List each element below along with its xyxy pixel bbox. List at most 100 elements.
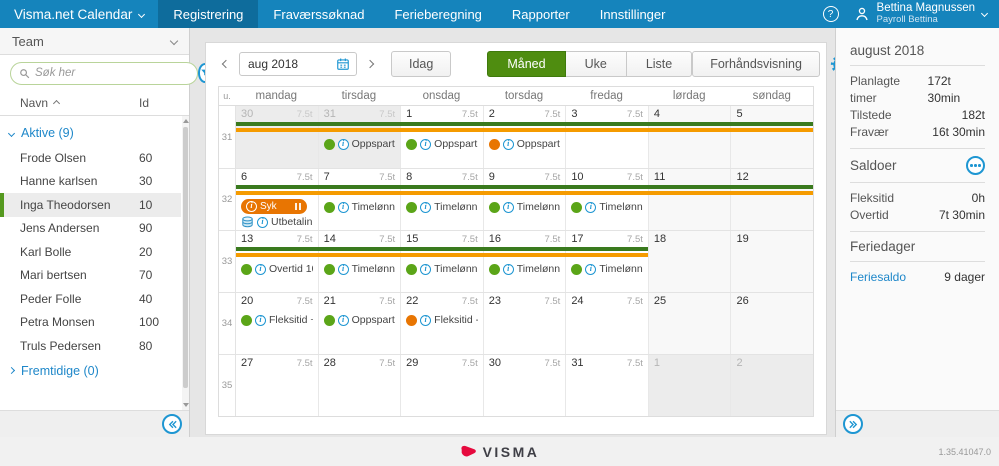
day-cell-8[interactable]: 8 7.5t i Timelønn [400, 169, 483, 230]
calendar-event[interactable]: i Fleksitid + [241, 312, 313, 328]
date-input[interactable] [240, 57, 336, 71]
saldoer-more-button[interactable] [966, 156, 985, 175]
member-row-frode-olsen[interactable]: Frode Olsen 60 [0, 146, 181, 170]
day-cell-18[interactable]: 18 [647, 231, 731, 292]
member-row-inga-theodorsen[interactable]: Inga Theodorsen 10 [0, 193, 181, 217]
member-row-karl-bolle[interactable]: Karl Bolle 20 [0, 240, 181, 264]
search-input[interactable] [35, 67, 189, 79]
day-cell-9[interactable]: 9 7.5t i Timelønn [482, 169, 566, 230]
today-button[interactable]: Idag [391, 51, 452, 77]
stat-value: 182t [961, 108, 985, 122]
day-cell-30[interactable]: 30 7.5t [482, 355, 566, 416]
nav-tab-innstillinger[interactable]: Innstillinger [599, 6, 666, 22]
nav-tab-rapporter[interactable]: Rapporter [511, 6, 570, 22]
absence-pill-event[interactable]: i Syk [241, 199, 307, 214]
day-cell-2[interactable]: 2 [730, 355, 814, 416]
nav-tab-registrering[interactable]: Registrering [158, 0, 259, 28]
day-cell-31[interactable]: 31 7.5t [565, 355, 648, 416]
day-cell-15[interactable]: 15 7.5t i Timelønn [400, 231, 483, 292]
scrollbar-thumb[interactable] [183, 127, 188, 388]
calendar-event[interactable]: i Timelønn [323, 261, 396, 277]
sort-asc-icon [52, 99, 61, 107]
day-cell-1[interactable]: 1 [647, 355, 731, 416]
day-cell-20[interactable]: 20 7.5t i Fleksitid + [236, 293, 318, 354]
calendar-event[interactable]: i Timelønn [323, 199, 396, 215]
view-m-ned-button[interactable]: Måned [487, 51, 566, 77]
status-dot-orange [488, 138, 500, 150]
top-nav: Visma.net Calendar Registrering Fraværssø… [0, 0, 999, 28]
team-selector[interactable]: Team [0, 28, 189, 55]
sidebar-scrollbar[interactable] [182, 116, 189, 410]
planned-hours: 7.5t [627, 296, 643, 307]
day-cell-30[interactable]: 30 7.5t [236, 106, 318, 168]
member-row-mari-bertsen[interactable]: Mari bertsen 70 [0, 264, 181, 288]
preview-button[interactable]: Forhåndsvisning [692, 51, 820, 77]
day-cell-3[interactable]: 3 7.5t [565, 106, 648, 168]
day-cell-23[interactable]: 23 7.5t [482, 293, 566, 354]
next-month-button[interactable] [362, 56, 378, 72]
scroll-up-icon[interactable] [182, 119, 189, 123]
calendar-event[interactable]: i Timelønn [488, 261, 561, 277]
collapse-sidebar-button[interactable] [162, 414, 182, 434]
day-cell-28[interactable]: 28 7.5t [317, 355, 401, 416]
visma-logo-text: VISMA [482, 443, 540, 460]
day-cell-5[interactable]: 5 [730, 106, 814, 168]
column-name-header[interactable]: Navn [20, 96, 49, 110]
day-cell-25[interactable]: 25 [647, 293, 731, 354]
member-row-hanne-karlsen[interactable]: Hanne karlsen 30 [0, 170, 181, 194]
member-row-truls-pedersen[interactable]: Truls Pedersen 80 [0, 334, 181, 358]
column-id-header[interactable]: Id [139, 96, 150, 110]
app-menu[interactable]: Visma.net Calendar [0, 0, 158, 28]
prev-month-button[interactable] [218, 56, 234, 72]
week-row-35: 35 27 7.5t 28 7.5t 29 7.5t 30 7.5t 31 7.5t 1 2 [219, 354, 814, 416]
member-row-peder-folle[interactable]: Peder Folle 40 [0, 287, 181, 311]
view-liste-button[interactable]: Liste [625, 51, 693, 77]
day-cell-24[interactable]: 24 7.5t [565, 293, 648, 354]
calendar-event[interactable]: i Timelønn [488, 199, 561, 215]
help-button[interactable]: ? [822, 6, 839, 22]
group-aktive-9[interactable]: Aktive (9) [0, 120, 181, 146]
day-cell-4[interactable]: 4 [647, 106, 731, 168]
day-cell-19[interactable]: 19 [730, 231, 814, 292]
member-name: Petra Monsen [20, 315, 95, 330]
day-cell-29[interactable]: 29 7.5t [400, 355, 483, 416]
day-cell-12[interactable]: 12 [730, 169, 814, 230]
nav-tab-ferieberegning[interactable]: Ferieberegning [394, 6, 482, 22]
calendar-picker-button[interactable] [336, 57, 356, 71]
day-cell-10[interactable]: 10 7.5t i Timelønn [565, 169, 648, 230]
view-uke-button[interactable]: Uke [564, 51, 627, 77]
calendar-event[interactable]: i Timelønn [571, 261, 643, 277]
member-row-petra-monsen[interactable]: Petra Monsen 100 [0, 311, 181, 335]
nav-tab-frav-rss-knad[interactable]: Fraværssøknad [273, 6, 365, 22]
feriesaldo-link[interactable]: Feriesaldo [850, 270, 907, 284]
group-fremtidige-0[interactable]: Fremtidige (0) [0, 358, 181, 384]
user-menu[interactable]: Bettina Magnussen Payroll Bettina [854, 2, 989, 26]
day-cell-17[interactable]: 17 7.5t i Timelønn [565, 231, 648, 292]
day-cell-27[interactable]: 27 7.5t [236, 355, 318, 416]
member-row-jens-andersen[interactable]: Jens Andersen 90 [0, 217, 181, 241]
day-cell-14[interactable]: 14 7.5t i Timelønn [317, 231, 401, 292]
calendar-event[interactable]: i Timelønn [571, 199, 643, 215]
collapse-summary-button[interactable] [843, 414, 863, 434]
day-cell-11[interactable]: 11 [647, 169, 731, 230]
day-cell-26[interactable]: 26 [730, 293, 814, 354]
scroll-down-icon[interactable] [182, 403, 189, 407]
day-cell-16[interactable]: 16 7.5t i Timelønn [482, 231, 566, 292]
calendar-event[interactable]: i Timelønn [406, 261, 478, 277]
calendar-event[interactable]: i Timelønn [406, 199, 478, 215]
day-cell-7[interactable]: 7 7.5t i Timelønn [317, 169, 401, 230]
